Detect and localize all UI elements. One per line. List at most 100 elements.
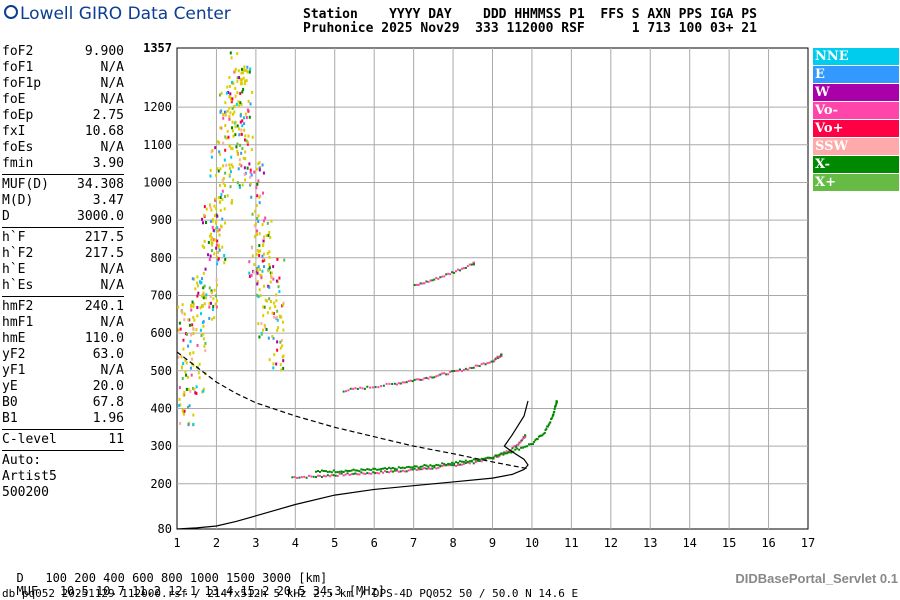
data-point bbox=[192, 327, 195, 331]
data-point bbox=[219, 126, 222, 130]
data-point bbox=[243, 82, 246, 86]
data-point bbox=[229, 92, 232, 96]
data-point bbox=[226, 129, 229, 133]
divider bbox=[2, 296, 124, 297]
data-point bbox=[533, 440, 536, 443]
data-point bbox=[391, 382, 394, 385]
data-point bbox=[539, 434, 542, 437]
data-point bbox=[266, 311, 269, 315]
data-point bbox=[332, 474, 335, 477]
data-point bbox=[435, 467, 438, 470]
data-point bbox=[212, 238, 215, 242]
data-point bbox=[217, 243, 220, 247]
data-point bbox=[349, 387, 352, 390]
data-point bbox=[191, 277, 194, 281]
param-name: yF2 bbox=[2, 347, 26, 362]
data-point bbox=[248, 271, 251, 275]
data-point bbox=[192, 413, 195, 417]
data-point bbox=[474, 461, 477, 464]
data-point bbox=[213, 204, 216, 208]
data-point bbox=[457, 369, 460, 372]
data-point bbox=[259, 273, 262, 277]
data-point bbox=[262, 239, 265, 243]
data-point bbox=[210, 238, 213, 242]
data-point bbox=[240, 103, 243, 107]
param-value: 1.96 bbox=[92, 411, 124, 426]
data-point bbox=[387, 466, 390, 469]
param-row: fxI 10.68 bbox=[2, 124, 124, 140]
param-name: hmF1 bbox=[2, 315, 34, 330]
data-point bbox=[431, 376, 434, 379]
data-point bbox=[460, 370, 463, 373]
data-point bbox=[202, 320, 205, 324]
param-row: yF2 63.0 bbox=[2, 347, 124, 363]
data-point bbox=[266, 251, 269, 255]
data-point bbox=[210, 236, 213, 240]
data-point bbox=[207, 253, 210, 257]
data-point bbox=[238, 127, 241, 131]
data-point bbox=[464, 367, 467, 370]
x-tick-label: 8 bbox=[449, 536, 456, 550]
data-point bbox=[366, 468, 369, 471]
series-1 bbox=[315, 400, 558, 474]
data-point bbox=[281, 344, 284, 348]
data-point bbox=[196, 294, 199, 298]
data-point bbox=[472, 458, 475, 461]
data-point bbox=[263, 284, 266, 288]
data-point bbox=[435, 463, 438, 466]
param-name: foF2 bbox=[2, 44, 34, 59]
data-point bbox=[269, 300, 272, 304]
data-point bbox=[526, 445, 529, 448]
data-point bbox=[427, 377, 430, 380]
data-point bbox=[215, 207, 218, 211]
data-point bbox=[223, 158, 226, 162]
file-info-footer: db pq052 20251129 112000.rsf / 214fx512h… bbox=[2, 587, 579, 600]
series-4 bbox=[177, 51, 286, 427]
data-point bbox=[258, 253, 261, 257]
data-point bbox=[209, 174, 212, 178]
param-value: N/A bbox=[100, 140, 124, 155]
data-point bbox=[212, 228, 215, 232]
data-point bbox=[210, 241, 213, 245]
data-point bbox=[511, 447, 514, 450]
data-point bbox=[196, 281, 199, 285]
param-name: h`Es bbox=[2, 278, 34, 293]
data-point bbox=[237, 100, 240, 104]
data-point bbox=[550, 417, 553, 420]
data-point bbox=[397, 382, 400, 385]
data-point bbox=[239, 91, 242, 95]
data-point bbox=[371, 386, 374, 389]
data-point bbox=[223, 261, 226, 265]
data-point bbox=[257, 179, 260, 183]
data-point bbox=[228, 173, 231, 177]
data-point bbox=[240, 71, 243, 75]
data-point bbox=[462, 267, 465, 270]
data-point bbox=[360, 468, 363, 471]
data-point bbox=[236, 91, 239, 95]
param-name: h`F2 bbox=[2, 246, 34, 261]
data-point bbox=[257, 162, 260, 166]
data-point bbox=[256, 229, 259, 233]
data-point bbox=[262, 171, 265, 175]
data-point bbox=[372, 467, 375, 470]
data-point bbox=[356, 387, 359, 390]
data-point bbox=[449, 463, 452, 466]
data-point bbox=[202, 332, 205, 336]
data-point bbox=[543, 431, 546, 434]
data-point bbox=[192, 315, 195, 319]
data-point bbox=[201, 293, 204, 297]
data-point bbox=[542, 432, 545, 435]
data-point bbox=[197, 291, 200, 295]
data-point bbox=[265, 299, 268, 303]
data-point bbox=[348, 469, 351, 472]
scale-value: 13.4 bbox=[197, 584, 234, 598]
data-point bbox=[241, 119, 244, 123]
data-point bbox=[215, 219, 218, 223]
param-name: foF1p bbox=[2, 76, 42, 91]
data-point bbox=[230, 100, 233, 104]
y-tick-label: 800 bbox=[150, 251, 172, 265]
data-point bbox=[350, 473, 353, 476]
data-point bbox=[231, 147, 234, 151]
legend-item-voplus: Vo+ bbox=[813, 120, 899, 137]
data-point bbox=[275, 293, 278, 297]
